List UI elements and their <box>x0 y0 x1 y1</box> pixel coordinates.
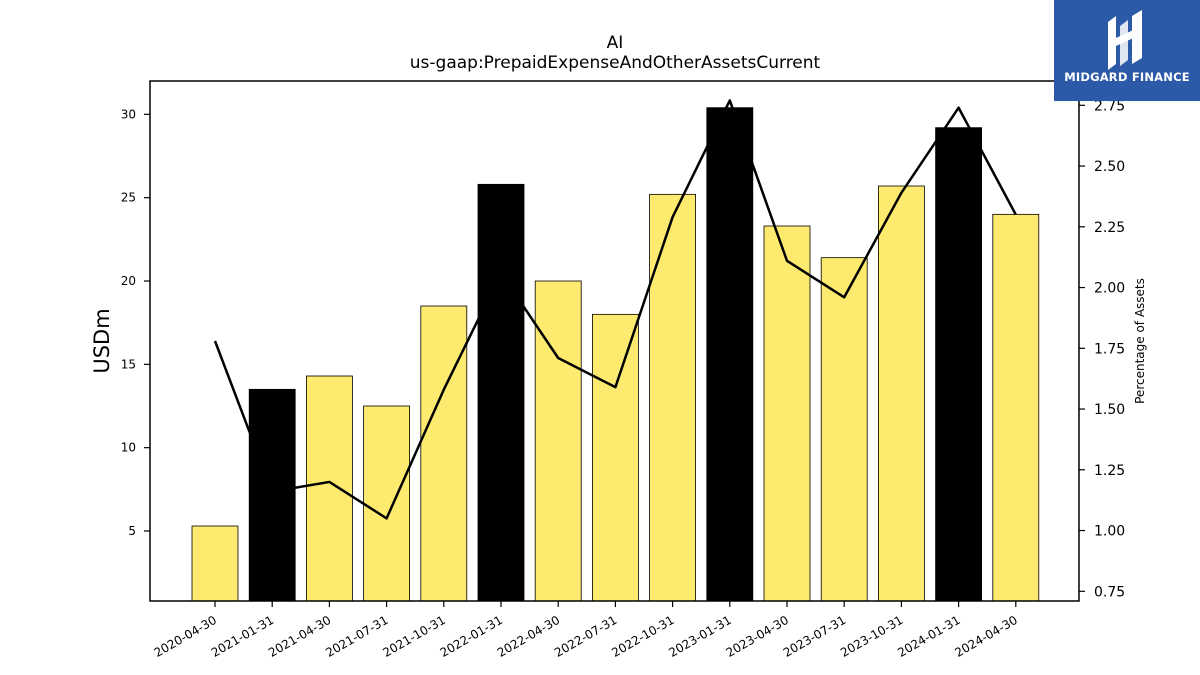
y2-tick-label: 1.50 <box>1094 402 1125 418</box>
bar-2023-01-31 <box>706 107 754 602</box>
y-axis-left: 5 10 15 20 25 30 <box>121 107 150 538</box>
y-tick-label: 30 <box>121 107 136 121</box>
y2-tick-label: 2.25 <box>1094 220 1125 236</box>
line-series <box>213 99 1017 520</box>
bar-2023-10-31 <box>878 185 925 602</box>
bar-2021-07-31 <box>363 405 411 602</box>
y2-tick-label: 2.75 <box>1094 98 1125 114</box>
y2-tick-label: 1.75 <box>1094 341 1125 357</box>
y-axis-label: USDm <box>90 308 114 373</box>
logo-text: MIDGARD FINANCE <box>1064 70 1190 84</box>
chart-title: AI <box>607 33 624 53</box>
plot-frame <box>149 80 1080 602</box>
y-tick-label: 10 <box>121 441 136 455</box>
y-tick-label: 5 <box>128 524 136 538</box>
x-tick-label: 2021-01-31 <box>209 613 276 660</box>
x-tick-label: 2023-01-31 <box>666 613 733 660</box>
bar-2022-01-31 <box>477 183 525 602</box>
bar-2022-04-30 <box>534 280 582 602</box>
chart-subtitle: us-gaap:PrepaidExpenseAndOtherAssetsCurr… <box>410 53 821 73</box>
y2-tick-label: 1.00 <box>1094 524 1125 540</box>
logo-mark-icon <box>1108 10 1142 70</box>
x-tick-label: 2022-07-31 <box>552 613 619 660</box>
x-tick-label: 2023-04-30 <box>724 613 791 660</box>
x-tick-label: 2023-10-31 <box>838 613 905 660</box>
percentage-line <box>213 99 1017 520</box>
y2-tick-label: 2.00 <box>1094 281 1125 297</box>
x-tick-label: 2022-04-30 <box>495 613 562 660</box>
bar-2023-07-31 <box>820 257 868 602</box>
bar-series <box>191 107 1040 602</box>
bar-2023-04-30 <box>763 225 811 602</box>
bar-2024-01-31 <box>935 127 982 602</box>
x-tick-label: 2024-01-31 <box>895 613 962 660</box>
x-tick-label: 2023-07-31 <box>781 613 848 660</box>
x-tick-label: 2022-01-31 <box>438 613 505 660</box>
y-tick-label: 15 <box>121 357 136 371</box>
y2-tick-label: 1.25 <box>1094 463 1125 479</box>
y-axis-right: 0.75 1.00 1.25 1.50 1.75 2.00 2.25 2.50 2.75 <box>1079 98 1125 600</box>
x-tick-label: 2020-04-30 <box>152 613 219 660</box>
x-tick-label: 2021-04-30 <box>266 613 333 660</box>
y2-tick-label: 0.75 <box>1094 584 1125 600</box>
x-tick-label: 2024-04-30 <box>952 613 1019 660</box>
x-tick-label: 2022-10-31 <box>609 613 676 660</box>
x-tick-label: 2021-10-31 <box>380 613 447 660</box>
y-tick-label: 25 <box>121 191 136 205</box>
bar-2022-07-31 <box>592 313 639 602</box>
y2-axis-label: Percentage of Assets <box>1133 278 1147 404</box>
bar-2021-10-31 <box>420 305 468 602</box>
bar-2021-04-30 <box>305 375 353 602</box>
bar-2022-10-31 <box>649 193 696 602</box>
brand-logo: MIDGARD FINANCE <box>1054 0 1200 101</box>
bar-2024-04-30 <box>992 213 1040 602</box>
y-tick-label: 20 <box>121 274 136 288</box>
x-axis: 2020-04-302021-01-312021-04-302021-07-31… <box>152 601 1020 660</box>
bar-2020-04-30 <box>191 525 239 602</box>
x-tick-label: 2021-07-31 <box>323 613 390 660</box>
y2-tick-label: 2.50 <box>1094 159 1125 175</box>
bar-2021-01-31 <box>248 388 296 602</box>
